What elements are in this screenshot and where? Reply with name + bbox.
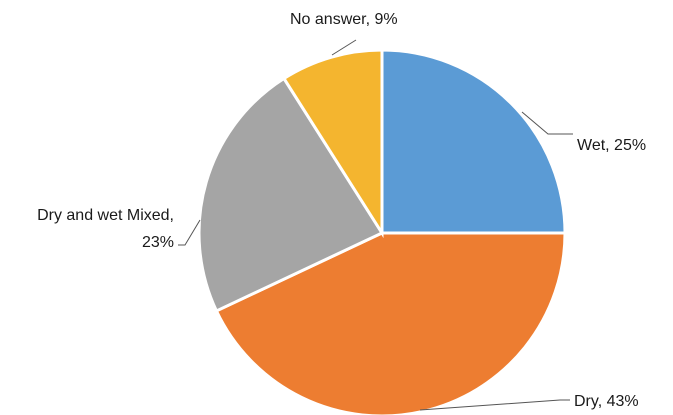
- pie-slices: [197, 48, 567, 415]
- data-labels: Wet, 25% Dry, 43% Dry and wet Mixed, 23%…: [37, 11, 646, 410]
- data-label-mixed-line-2: 23%: [142, 234, 174, 251]
- data-label-wet: Wet, 25%: [577, 137, 646, 154]
- leader-line-wet: [521, 111, 573, 135]
- leader-line-dry: [419, 399, 570, 411]
- pie-slice-no-answer: [281, 48, 384, 239]
- data-label-dry: Dry, 43%: [574, 393, 639, 410]
- pie-slice-dry-and-wet-mixed: [197, 76, 385, 313]
- data-label-mixed-line-1: Dry and wet Mixed,: [37, 207, 174, 224]
- leader-lines: [178, 39, 573, 411]
- data-label-no-answer: No answer, 9%: [290, 11, 398, 28]
- pie-slice-wet: [380, 48, 567, 235]
- leader-line-mixed: [178, 219, 201, 246]
- pie-slice-dry: [214, 231, 567, 415]
- leader-line-no-answer: [331, 39, 357, 56]
